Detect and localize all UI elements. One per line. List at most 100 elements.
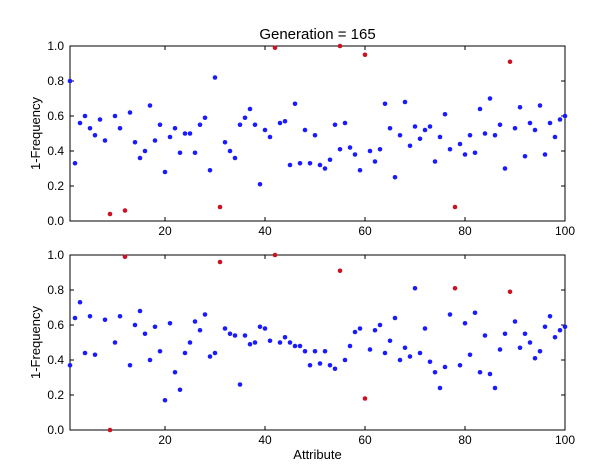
bottom-data-point [332,366,338,372]
bottom-y-tick-label: 0.8 [47,283,64,297]
bottom-data-point [182,350,188,356]
bottom-data-point [247,341,253,347]
bottom-data-point [147,357,153,363]
bottom-data-point [257,324,263,330]
bottom-data-point [372,327,378,333]
bottom-data-point [117,313,123,319]
top-data-point [467,132,473,138]
bottom-data-point [527,340,533,345]
top-data-point [382,101,388,107]
top-data-point [312,132,318,138]
bottom-data-point [92,352,98,358]
bottom-plot: 20 40 60 80 100 0.0 0.2 0.4 0.6 0.8 1.0 [47,248,575,447]
bottom-data-point [297,343,303,349]
top-data-point [537,103,543,108]
top-x-tick-label: 60 [358,224,372,238]
bottom-data-point [517,345,523,351]
bottom-y-tick-label: 0.4 [47,353,64,367]
top-data-point [397,132,403,138]
bottom-plot-frame [69,254,566,431]
bottom-data-point [502,331,508,337]
bottom-data-point [327,362,333,368]
top-data-point [562,113,568,119]
bottom-data-point [67,362,73,368]
top-data-point [447,146,453,152]
top-y-tick-label: 0.6 [47,109,64,123]
top-highlight-point [507,59,513,65]
top-data-point [152,138,158,143]
bottom-data-point [422,326,428,331]
top-data-point [422,127,428,133]
top-x-tick-label: 20 [158,224,172,238]
bottom-data-point [137,308,143,314]
chart-title: Generation = 165 [259,26,375,43]
bottom-data-point [532,355,538,361]
top-data-point [522,153,528,159]
top-data-point [187,131,193,136]
top-data-point [67,78,73,84]
bottom-data-point [492,385,498,391]
top-data-point [367,148,373,154]
bottom-x-tick-label: 60 [358,433,372,447]
top-data-point [502,166,508,171]
bottom-data-point [552,334,558,340]
bottom-data-point [447,312,453,317]
top-data-point [472,150,478,156]
top-data-point [292,101,298,107]
top-y-tick-label: 0.2 [47,179,64,193]
top-data-point [527,120,533,126]
top-x-tick-label: 80 [458,224,472,238]
top-data-point [317,162,323,168]
top-data-point [402,99,408,105]
bottom-data-point [167,320,173,326]
top-data-point [222,139,228,145]
top-data-point [82,113,88,119]
top-data-point [227,148,233,154]
bottom-data-point [317,361,323,366]
bottom-data-point [437,385,443,391]
bottom-data-point [187,340,193,345]
top-data-point [377,146,383,152]
bottom-highlight-point [337,268,343,274]
top-data-point [127,110,133,115]
bottom-data-point [407,354,413,359]
top-x-tick-label: 100 [555,224,575,238]
bottom-data-point [562,324,568,330]
bottom-x-tick-label: 80 [458,433,472,447]
bottom-highlight-point [452,285,458,291]
bottom-data-point [402,345,408,351]
top-data-point [197,122,203,128]
top-data-point [407,143,413,149]
top-data-point [417,136,423,142]
top-data-point [347,145,353,150]
top-data-point [237,122,243,128]
bottom-data-point [237,382,243,387]
top-data-point [302,127,308,133]
bottom-data-point [142,331,148,337]
bottom-x-tick-label: 40 [258,433,272,447]
top-data-point [202,115,208,121]
bottom-data-point [432,369,438,375]
top-data-point [162,169,168,175]
bottom-data-point [87,313,93,319]
top-plot: 20 40 60 80 100 0.0 0.2 0.4 0.6 0.8 1.0 [47,39,575,238]
top-data-point [242,115,248,121]
bottom-data-point [277,340,283,345]
bottom-data-point [382,350,388,356]
bottom-data-point [102,317,108,323]
bottom-data-point [162,397,168,403]
bottom-data-point [292,343,298,349]
top-data-point [137,155,143,161]
top-data-point [512,125,518,131]
top-data-point [372,159,378,164]
top-data-point [482,131,488,136]
top-data-point [442,111,448,117]
top-data-point [167,134,173,140]
top-y-tick-label: 0.8 [47,74,64,88]
top-data-point [357,167,363,173]
bottom-data-point [307,362,313,368]
top-data-point [207,167,213,173]
bottom-data-point [242,333,248,338]
bottom-data-point [457,362,463,368]
bottom-data-point [342,357,348,363]
